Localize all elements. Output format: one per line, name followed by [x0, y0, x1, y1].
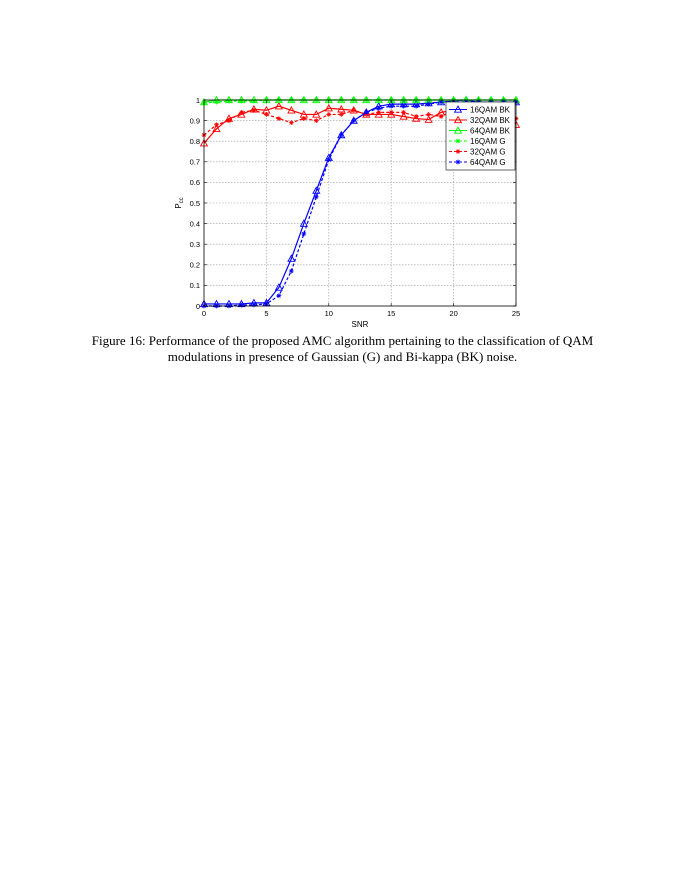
- data-point: [276, 116, 282, 121]
- data-point: [274, 283, 284, 291]
- data-point: [251, 98, 257, 104]
- y-axis-label-main: P: [174, 203, 183, 208]
- legend-marker: [453, 126, 463, 134]
- y-tick-label: 0.3: [190, 240, 200, 249]
- x-axis-label: SNR: [352, 320, 369, 329]
- y-tick-label: 0.2: [190, 261, 200, 270]
- legend-label: 16QAM BK: [470, 106, 511, 115]
- legend-box: [445, 101, 516, 171]
- y-tick-label: 0.7: [190, 158, 200, 167]
- data-point: [326, 157, 332, 163]
- data-point: [313, 118, 319, 123]
- x-tick-label: 25: [512, 309, 520, 318]
- data-point: [287, 105, 296, 114]
- axes: 0 5 10 15 20 25 0 0.1 0.2 0.3 0.4 0.5 0.6 0.7 0.8 0.9 1: [190, 96, 521, 318]
- data-point: [287, 254, 296, 262]
- y-tick-label: 0.6: [190, 178, 200, 187]
- data-point: [276, 293, 282, 299]
- axis-labels: SNR Pcc: [174, 197, 369, 329]
- legend-label: 64QAM BK: [470, 127, 511, 136]
- data-point: [413, 114, 419, 119]
- y-tick-label: 0: [196, 302, 200, 311]
- y-tick-label: 0.5: [190, 199, 200, 208]
- data-point: [338, 112, 344, 117]
- legend-item: 64QAM G: [449, 158, 506, 167]
- legend-marker: [453, 105, 463, 113]
- y-tick-label: 0.9: [190, 116, 200, 125]
- y-axis-label: Pcc: [174, 197, 185, 208]
- data-point: [212, 124, 221, 133]
- legend-item: 16QAM BK: [449, 105, 511, 115]
- data-point: [438, 99, 444, 105]
- data-point: [374, 110, 383, 118]
- x-tick-label: 10: [325, 309, 333, 318]
- caption-line-1: Figure 16: Performance of the proposed A…: [91, 333, 594, 348]
- y-tick-label: 0.1: [190, 281, 200, 290]
- data-point: [326, 112, 332, 117]
- data-point: [388, 109, 394, 115]
- data-point: [313, 194, 319, 200]
- caption-line-2: modulations in presence of Gaussian (G) …: [167, 349, 518, 364]
- legend-marker: [453, 115, 463, 124]
- data-point: [239, 302, 244, 308]
- data-point: [239, 98, 244, 104]
- legend-item: 32QAM G: [449, 148, 506, 157]
- data-point: [251, 302, 257, 308]
- data-point: [351, 107, 357, 113]
- legend-item: 16QAM G: [449, 137, 506, 146]
- data-point: [312, 110, 321, 118]
- data-point: [363, 109, 369, 115]
- legend-label: 16QAM G: [470, 137, 506, 146]
- y-tick-label: 1: [196, 96, 200, 105]
- data-point: [401, 103, 407, 109]
- legend-item: 64QAM BK: [449, 126, 511, 136]
- data-point: [413, 103, 419, 109]
- data-point: [288, 120, 294, 126]
- data-point: [337, 104, 346, 113]
- legend-item: 32QAM BK: [449, 115, 511, 125]
- data-point: [226, 98, 232, 104]
- data-point: [411, 114, 421, 122]
- data-point: [399, 112, 408, 120]
- legend-marker: [455, 159, 461, 165]
- data-point: [251, 107, 257, 113]
- figure-16-chart: 0 5 10 15 20 2500.10.20.30.40.50.60.70.80.91 …: [174, 95, 521, 329]
- legend-marker: [455, 138, 461, 144]
- data-point: [299, 219, 309, 227]
- data-point: [239, 109, 244, 115]
- data-point: [426, 101, 432, 107]
- data-point: [301, 231, 307, 237]
- legend-label: 32QAM BK: [470, 116, 511, 125]
- data-point: [424, 115, 433, 123]
- x-tick-label: 5: [264, 309, 268, 318]
- data-point: [401, 109, 407, 115]
- data-point: [376, 105, 382, 111]
- data-point: [324, 103, 333, 112]
- data-point: [301, 116, 307, 121]
- legend-label: 32QAM G: [470, 148, 506, 157]
- data-point: [426, 112, 432, 117]
- data-point: [274, 101, 284, 110]
- data-point: [288, 268, 294, 274]
- data-point: [264, 112, 269, 117]
- data-point: [226, 118, 232, 123]
- data-point: [214, 122, 219, 128]
- legend-label: 64QAM G: [470, 158, 506, 167]
- y-tick-label: 0.4: [190, 219, 200, 228]
- legend-marker: [455, 149, 461, 154]
- data-point: [388, 103, 394, 109]
- data-point: [214, 99, 219, 105]
- data-point: [351, 118, 357, 123]
- x-tick-label: 20: [449, 309, 457, 318]
- figure-caption: Figure 16: Performance of the proposed A…: [60, 333, 625, 365]
- data-point: [338, 132, 344, 138]
- y-axis-label-subscript: cc: [179, 197, 185, 203]
- x-tick-label: 15: [387, 309, 395, 318]
- data-point: [387, 110, 396, 118]
- y-tick-label: 0.8: [190, 137, 200, 146]
- data-point: [438, 114, 444, 119]
- data-point: [376, 109, 382, 115]
- x-tick-label: 0: [202, 309, 206, 318]
